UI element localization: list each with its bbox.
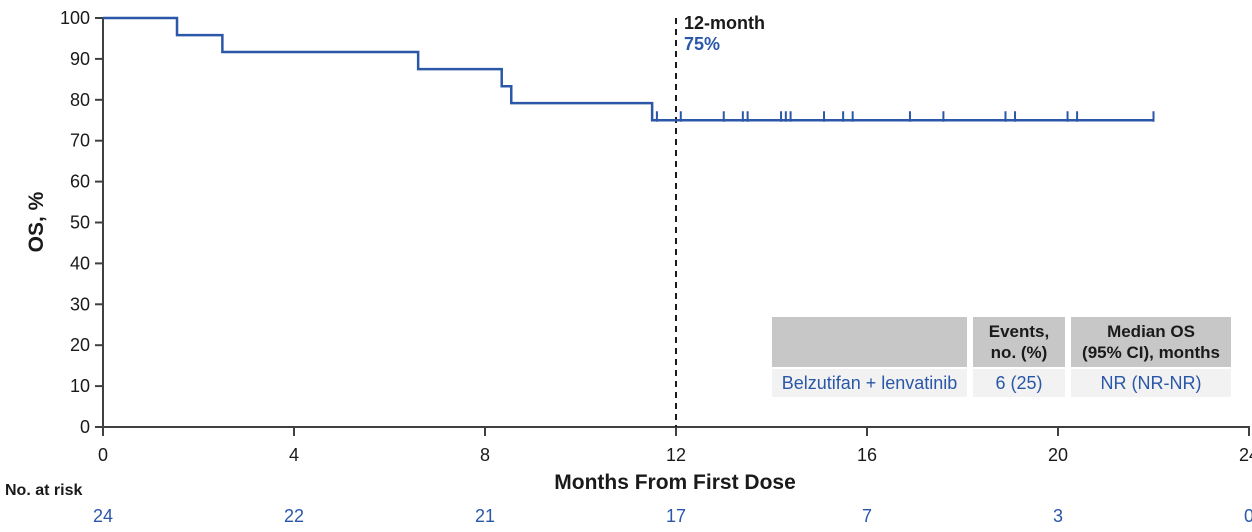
x-axis-title: Months From First Dose	[554, 471, 796, 494]
risk-count: 24	[93, 506, 113, 526]
summary-header-group	[772, 317, 967, 367]
summary-header-events: Events, no. (%)	[973, 317, 1065, 367]
y-tick-label: 60	[70, 172, 90, 192]
y-tick-label: 50	[70, 213, 90, 233]
annotation-label: 12-month	[684, 13, 765, 33]
x-tick-label: 12	[666, 445, 686, 465]
y-tick-label: 70	[70, 131, 90, 151]
x-tick-label: 0	[98, 445, 108, 465]
y-axis-title: OS, %	[25, 191, 48, 253]
x-tick-label: 8	[480, 445, 490, 465]
risk-count: 3	[1053, 506, 1063, 526]
summary-header-median-line1: Median OS	[1107, 322, 1195, 341]
summary-row-median: NR (NR-NR)	[1071, 369, 1231, 397]
y-tick-label: 0	[80, 417, 90, 437]
km-curve	[103, 16, 1154, 122]
annotation-12-month: 12-month 75%	[684, 13, 765, 55]
y-tick-label: 40	[70, 253, 90, 273]
risk-count: 22	[284, 506, 304, 526]
summary-row-group: Belzutifan + lenvatinib	[772, 369, 967, 397]
x-tick-label: 24	[1239, 445, 1252, 465]
y-tick-label: 30	[70, 294, 90, 314]
x-tick-label: 16	[857, 445, 877, 465]
summary-header-median-line2: (95% CI), months	[1082, 343, 1220, 362]
risk-count: 21	[475, 506, 495, 526]
summary-row-events: 6 (25)	[973, 369, 1065, 397]
risk-count: 0	[1244, 506, 1252, 526]
no-at-risk-label: No. at risk	[5, 482, 83, 499]
y-tick-label: 100	[60, 8, 90, 28]
summary-table: Events, no. (%) Median OS (95% CI), mont…	[772, 317, 1231, 397]
y-tick-label: 10	[70, 376, 90, 396]
y-tick-label: 80	[70, 90, 90, 110]
summary-header-median: Median OS (95% CI), months	[1071, 317, 1231, 367]
x-tick-label: 20	[1048, 445, 1068, 465]
annotation-value: 75%	[684, 34, 721, 54]
y-tick-label: 90	[70, 49, 90, 69]
risk-count: 17	[666, 506, 686, 526]
summary-header-events-line1: Events,	[988, 322, 1050, 341]
y-tick-label: 20	[70, 335, 90, 355]
risk-count: 7	[862, 506, 872, 526]
summary-header-events-line2: no. (%)	[990, 343, 1048, 362]
x-tick-label: 4	[289, 445, 299, 465]
